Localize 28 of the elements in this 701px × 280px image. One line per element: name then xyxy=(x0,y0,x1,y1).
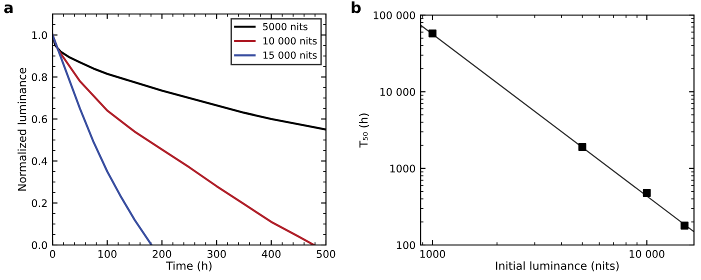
y-tick-label: 1000 xyxy=(390,164,416,172)
y-axis-title: Normalized luminance xyxy=(18,68,26,191)
y-tick-label: 0.8 xyxy=(32,73,47,82)
x-tick-label: 1000 xyxy=(420,250,446,258)
chart-title: b xyxy=(352,1,361,14)
y-tick-label: 100 000 xyxy=(374,11,416,20)
legend-label: 5000 nits xyxy=(263,22,308,30)
x-tick-label: 400 xyxy=(262,250,281,258)
y-tick-label: 0.0 xyxy=(32,241,48,250)
x-axis-title: Initial luminance (nits) xyxy=(496,261,619,272)
y-tick-label: 0.2 xyxy=(32,199,47,208)
y-tick-label: 10 000 xyxy=(380,88,416,96)
y-tick-label: 100 xyxy=(397,241,416,250)
x-tick-label: 300 xyxy=(207,250,226,258)
legend-label: 15 000 nits xyxy=(263,51,317,59)
chart-title: a xyxy=(4,4,13,14)
line-series xyxy=(52,34,153,245)
x-tick-label: 10 000 xyxy=(630,250,664,258)
y-tick-label: 0.4 xyxy=(32,157,48,166)
x-tick-label: 0 xyxy=(50,250,56,258)
legend-label: 10 000 nits xyxy=(263,37,317,45)
y-tick-label: 0.6 xyxy=(32,115,48,124)
x-tick-label: 500 xyxy=(316,250,336,258)
x-axis-title: Time (h) xyxy=(166,261,212,272)
x-tick-label: 200 xyxy=(152,250,172,258)
x-tick-label: 100 xyxy=(98,250,116,258)
y-tick-label: 1.0 xyxy=(32,31,48,40)
y-axis-title: T₅₀ (h) xyxy=(359,114,370,148)
